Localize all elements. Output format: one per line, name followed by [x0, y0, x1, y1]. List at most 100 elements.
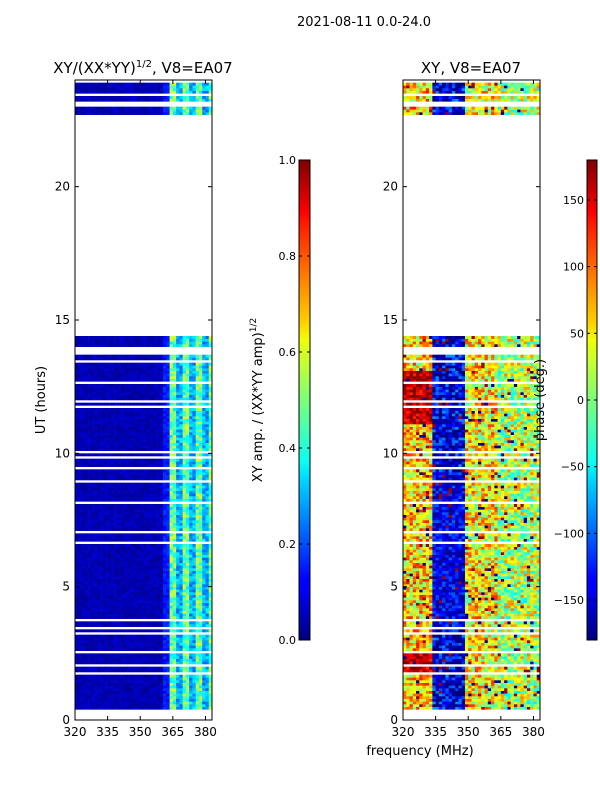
heatmap-cell [88, 365, 92, 369]
heatmap-cell [176, 704, 180, 707]
heatmap-cell [97, 637, 102, 641]
heatmap-cell [133, 426, 138, 430]
heatmap-cell [130, 666, 135, 670]
heatmap-cell [146, 610, 151, 614]
heatmap-cell [127, 429, 131, 433]
heatmap-cell [84, 565, 89, 569]
heatmap-cell [101, 506, 105, 510]
heatmap-cell [78, 389, 82, 393]
heatmap-cell [163, 504, 167, 507]
heatmap-cell [114, 576, 118, 579]
heatmap-cell [88, 608, 92, 611]
heatmap-cell [169, 384, 174, 387]
heatmap-cell [163, 442, 167, 446]
heatmap-cell [84, 677, 89, 681]
heatmap-cell [156, 384, 161, 387]
heatmap-cell [166, 592, 170, 595]
heatmap-cell [146, 525, 151, 529]
heatmap-cell [120, 426, 125, 430]
heatmap-cell [123, 373, 128, 377]
heatmap-cell [130, 656, 135, 659]
heatmap-cell [182, 389, 187, 393]
heatmap-cell [101, 434, 105, 438]
heatmap-cell [123, 442, 128, 446]
heatmap-cell [189, 354, 193, 358]
heatmap-cell [166, 413, 170, 417]
heatmap-cell [133, 338, 138, 342]
heatmap-cell [205, 386, 210, 390]
heatmap-cell [136, 498, 141, 502]
heatmap-cell [182, 698, 187, 702]
heatmap-cell [159, 589, 164, 593]
heatmap-cell [88, 634, 92, 638]
heatmap-cell [176, 384, 180, 387]
heatmap-cell [156, 520, 161, 523]
heatmap-cell [163, 474, 167, 478]
heatmap-cell [192, 544, 196, 547]
heatmap-cell [127, 536, 131, 539]
heatmap-cell [182, 408, 187, 411]
heatmap-cell [91, 368, 95, 371]
heatmap-cell [88, 373, 92, 377]
heatmap-cell [166, 437, 170, 441]
heatmap-cell [81, 429, 86, 433]
heatmap-cell [185, 429, 190, 433]
heatmap-cell [117, 517, 121, 521]
heatmap-cell [81, 661, 86, 665]
heatmap-cell [91, 680, 95, 683]
heatmap-cell [127, 693, 131, 697]
heatmap-cell [101, 357, 105, 361]
heatmap-cell [198, 394, 203, 398]
heatmap-cell [185, 642, 190, 646]
heatmap-cell [136, 586, 141, 590]
heatmap-cell [172, 648, 177, 651]
heatmap-cell [136, 666, 141, 670]
heatmap-cell [146, 448, 151, 451]
heatmap-cell [150, 445, 154, 449]
heatmap-cell [94, 378, 99, 382]
heatmap-cell [117, 600, 121, 603]
heatmap-cell [107, 394, 112, 398]
heatmap-cell [130, 546, 135, 550]
heatmap-cell [159, 482, 164, 486]
heatmap-cell [117, 602, 121, 606]
heatmap-cell [81, 440, 86, 443]
heatmap-cell [91, 392, 95, 395]
heatmap-cell [179, 354, 183, 358]
heatmap-cell [166, 434, 170, 438]
heatmap-cell [127, 432, 131, 435]
heatmap-cell [189, 434, 193, 438]
heatmap-cell [94, 370, 99, 374]
heatmap-cell [166, 560, 170, 563]
heatmap-cell [198, 568, 203, 571]
heatmap-cell [169, 629, 174, 633]
heatmap-cell [91, 418, 95, 422]
heatmap-cell [101, 376, 105, 379]
heatmap-cell [172, 594, 177, 598]
heatmap-cell [143, 640, 148, 643]
heatmap-cell [195, 552, 200, 555]
heatmap-cell [185, 378, 190, 382]
heatmap-cell [205, 608, 210, 611]
heatmap-cell [150, 357, 154, 361]
heatmap-cell [75, 517, 79, 521]
heatmap-cell [198, 373, 203, 377]
heatmap-cell [140, 704, 144, 707]
heatmap-cell [163, 605, 167, 609]
heatmap-cell [84, 578, 89, 582]
heatmap-cell [163, 397, 167, 401]
heatmap-cell [143, 538, 148, 542]
heatmap-cell [117, 514, 121, 518]
heatmap-cell [172, 402, 177, 406]
heatmap-cell [156, 621, 161, 625]
heatmap-cell [133, 429, 138, 433]
heatmap-cell [202, 424, 206, 427]
heatmap-cell [123, 344, 128, 347]
heatmap-cell [91, 629, 95, 633]
heatmap-cell [208, 394, 212, 398]
heatmap-cell [185, 357, 190, 361]
heatmap-cell [195, 653, 200, 657]
heatmap-cell [75, 624, 79, 627]
heatmap-cell [120, 613, 125, 617]
heatmap-cell [198, 434, 203, 438]
